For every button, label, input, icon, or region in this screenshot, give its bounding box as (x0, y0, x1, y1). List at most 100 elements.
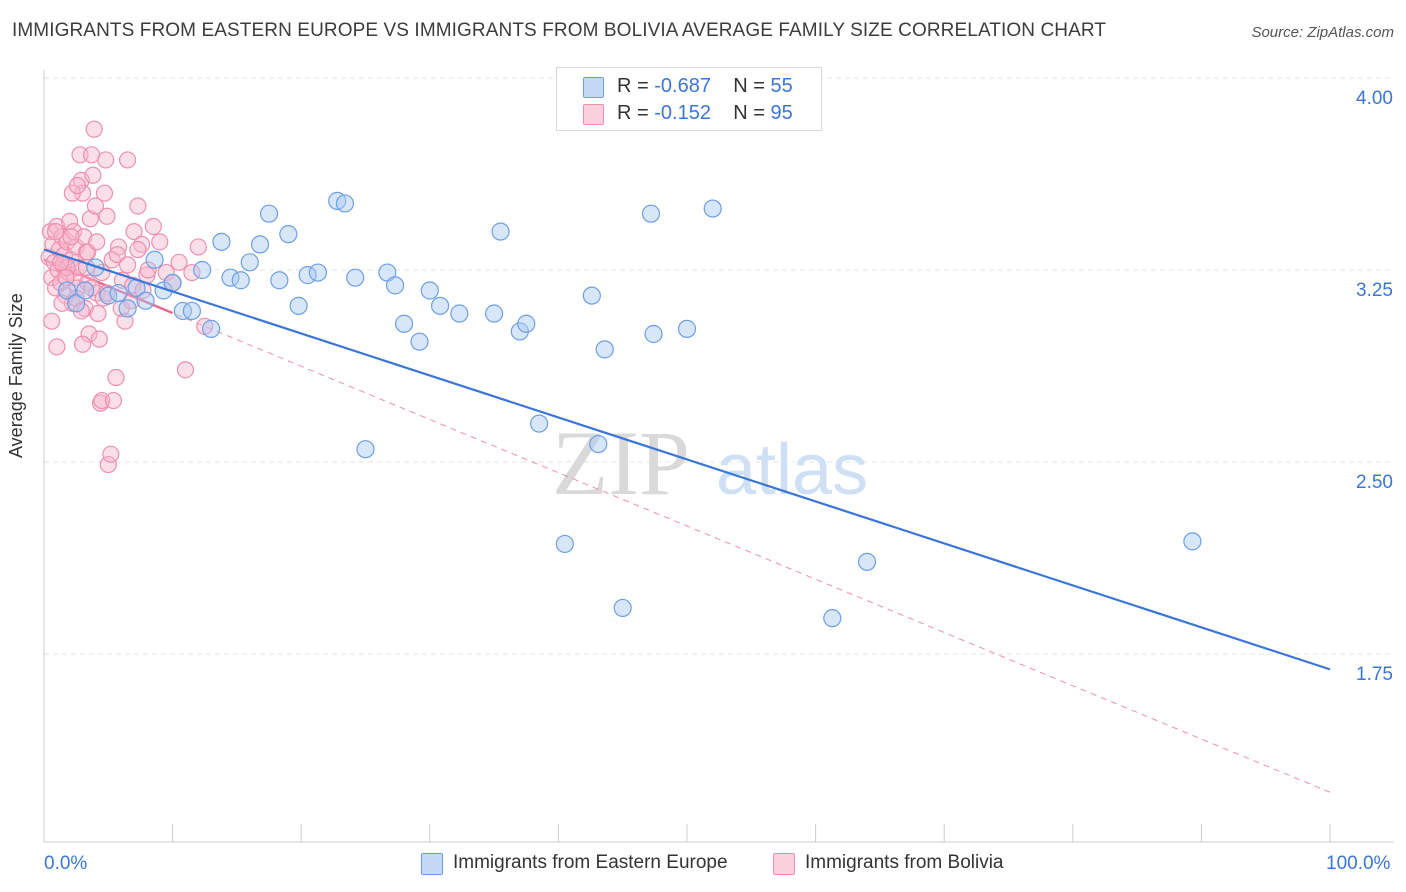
data-point-eastern-europe (145, 250, 164, 269)
data-point-eastern-europe (250, 235, 270, 254)
legend-swatch-pink (583, 104, 604, 125)
data-point-eastern-europe (430, 296, 450, 315)
data-point-eastern-europe (857, 552, 877, 571)
data-point-eastern-europe (823, 609, 842, 628)
bottom-legend-swatch-pink (773, 853, 795, 875)
data-point-bolivia (86, 197, 105, 215)
x-axis-max-label: 100.0% (1326, 853, 1391, 874)
legend-r-value: -0.687 (654, 75, 711, 97)
correlation-legend: R = -0.687 N = 55 R = -0.152 N = 95 (556, 67, 822, 131)
series-eastern-europe-points (58, 191, 1202, 628)
legend-n-label: N = (733, 75, 765, 97)
data-point-eastern-europe (335, 194, 355, 213)
data-point-eastern-europe (555, 534, 574, 554)
legend-text-pink: R = -0.152 N = 95 (617, 102, 793, 125)
data-point-bolivia (85, 120, 103, 138)
trend-line-bolivia (43, 258, 1331, 793)
legend-r-label: R = (617, 75, 649, 97)
data-point-eastern-europe (193, 260, 212, 280)
data-point-bolivia (108, 246, 126, 264)
data-point-bolivia (103, 251, 121, 269)
data-point-eastern-europe (530, 414, 549, 433)
data-point-eastern-europe (289, 296, 308, 315)
trend-line-bolivia-dashed (43, 259, 1331, 793)
data-point-eastern-europe (1183, 532, 1202, 551)
y-tick-label: 1.75 (1356, 664, 1393, 685)
data-point-eastern-europe (582, 286, 601, 305)
data-point-eastern-europe (595, 340, 614, 359)
y-tick-labels: 1.75 2.50 3.25 4.00 (1356, 88, 1393, 685)
x-axis-min-label: 0.0% (44, 853, 88, 874)
data-point-bolivia (118, 151, 137, 169)
trend-line-eastern-europe (43, 248, 1331, 671)
data-point-bolivia (176, 361, 195, 379)
data-point-bolivia (139, 261, 157, 279)
data-point-eastern-europe (270, 271, 289, 290)
source-label: Source: ZipAtlas.com (1251, 24, 1394, 41)
data-point-eastern-europe (450, 304, 469, 323)
y-tick-label: 2.50 (1356, 472, 1393, 493)
chart-title: IMMIGRANTS FROM EASTERN EUROPE VS IMMIGR… (12, 20, 1107, 41)
data-point-bolivia (107, 368, 125, 387)
data-point-eastern-europe (346, 268, 365, 287)
data-point-eastern-europe (410, 332, 429, 351)
y-axis-label: Average Family Size (6, 293, 26, 458)
data-point-eastern-europe (221, 268, 240, 287)
data-point-bolivia (99, 455, 117, 474)
watermark-zip: ZIP (552, 412, 690, 514)
data-point-eastern-europe (298, 266, 317, 285)
data-point-bolivia (46, 223, 65, 241)
data-point-eastern-europe (485, 304, 504, 323)
legend-n-value: 95 (770, 102, 793, 124)
data-point-eastern-europe (76, 281, 95, 300)
data-point-bolivia (144, 217, 162, 236)
data-point-eastern-europe (202, 319, 221, 338)
data-point-bolivia (81, 210, 99, 228)
data-point-bolivia (89, 304, 107, 323)
y-tick-label: 4.00 (1356, 88, 1393, 109)
data-point-eastern-europe (279, 225, 298, 244)
data-point-bolivia (84, 166, 102, 184)
legend-r-value: -0.152 (654, 102, 711, 124)
data-point-bolivia (129, 240, 147, 259)
data-point-eastern-europe (118, 299, 137, 318)
trend-line-eastern-europe-solid (43, 248, 1331, 671)
data-point-bolivia (102, 445, 120, 463)
data-point-bolivia (73, 335, 92, 353)
data-point-bolivia (125, 223, 143, 241)
data-point-eastern-europe (613, 598, 632, 618)
data-point-eastern-europe (589, 434, 608, 454)
data-point-bolivia (88, 233, 106, 251)
watermark-atlas: atlas (716, 430, 868, 510)
data-point-bolivia (189, 238, 207, 256)
data-point-eastern-europe (58, 281, 77, 300)
data-point-bolivia (43, 312, 61, 330)
data-point-bolivia (57, 269, 75, 287)
data-point-eastern-europe (641, 204, 661, 223)
legend-n-label: N = (733, 102, 765, 124)
data-point-eastern-europe (644, 324, 663, 344)
bottom-legend-label-pink: Immigrants from Bolivia (805, 852, 1004, 873)
data-point-eastern-europe (240, 253, 259, 272)
data-point-bolivia (151, 233, 169, 251)
data-point-bolivia (90, 330, 108, 348)
data-point-bolivia (62, 228, 80, 246)
data-point-bolivia (80, 325, 98, 343)
watermark: ZIP atlas (552, 412, 868, 514)
data-point-eastern-europe (259, 204, 279, 223)
data-point-bolivia (48, 338, 66, 356)
y-tick-label: 3.25 (1356, 280, 1393, 301)
data-point-eastern-europe (231, 271, 250, 290)
data-point-eastern-europe (356, 440, 375, 459)
data-point-bolivia (98, 207, 116, 225)
data-point-bolivia (104, 391, 123, 410)
data-point-eastern-europe (212, 232, 231, 251)
data-point-eastern-europe (703, 199, 722, 218)
data-point-bolivia (118, 256, 137, 274)
data-point-bolivia (170, 253, 188, 271)
legend-text-blue: R = -0.687 N = 55 (617, 75, 793, 98)
data-point-eastern-europe (182, 301, 201, 321)
axes (43, 70, 1394, 843)
data-point-eastern-europe (99, 286, 118, 305)
